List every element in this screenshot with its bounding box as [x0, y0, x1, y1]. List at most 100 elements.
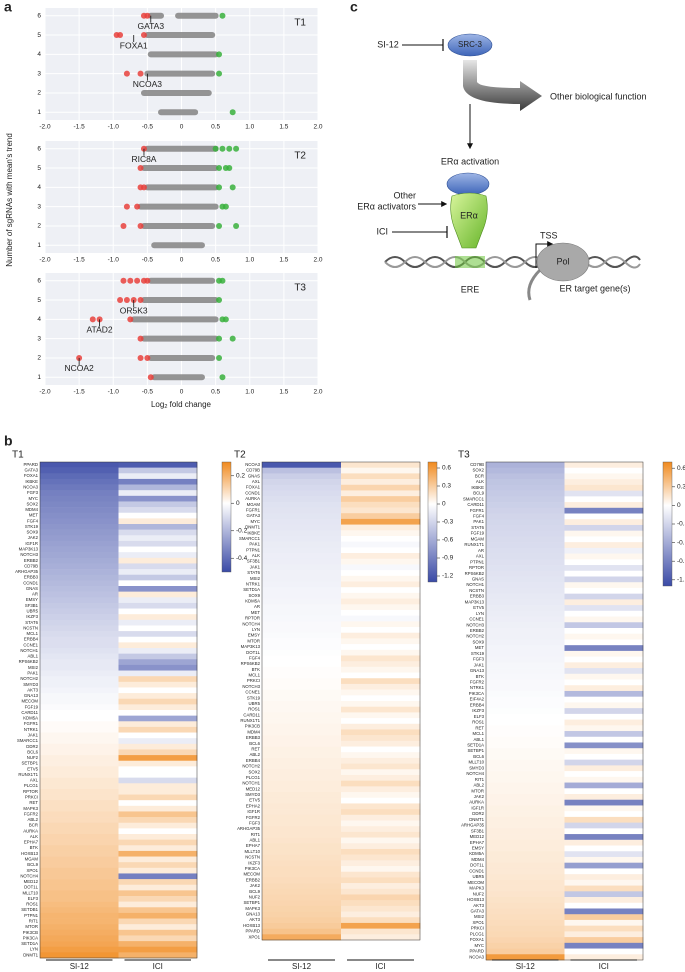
heatmap-cell: [564, 736, 644, 743]
heatmap-cell: [262, 866, 342, 873]
y-tick-label: 2: [37, 223, 41, 230]
heatmap-cell: [118, 850, 198, 857]
gene-label: RUNX1T1: [18, 772, 38, 777]
heatmap-cell: [486, 473, 565, 480]
heatmap-cell: [40, 642, 119, 649]
heatmap-cell: [118, 529, 198, 536]
colorbar-tick-label: -0.2: [236, 527, 248, 534]
gene-label: EPHA7: [246, 843, 261, 848]
heatmap-cell: [40, 941, 119, 948]
heatmap-cell: [486, 633, 565, 640]
colorbar-tick-label: -0.6: [677, 539, 685, 546]
heatmap-cell: [564, 536, 644, 543]
y-tick-label: 6: [37, 145, 41, 152]
heatmap-cell: [118, 608, 198, 615]
heatmap-cell: [564, 593, 644, 600]
heatmap-cell: [564, 610, 644, 617]
enriched-point: [216, 354, 223, 361]
gene-label: MCL1: [249, 673, 261, 678]
heatmap-cell: [564, 862, 644, 869]
enriched-point: [222, 203, 229, 210]
heatmap-cell: [262, 752, 342, 759]
heatmap-cell: [341, 547, 421, 554]
gene-label: UBR5: [473, 874, 485, 879]
heatmap-cell: [341, 701, 421, 707]
heatmap-cell: [486, 794, 565, 801]
panel-label: c: [350, 0, 358, 15]
tss-label: TSS: [540, 230, 558, 240]
heatmap-cell: [486, 690, 565, 697]
heatmap-cell: [564, 839, 644, 846]
x-tick-label: 1.5: [279, 124, 288, 131]
gene-label: ERBB2: [470, 628, 485, 633]
heatmap-cell: [262, 558, 342, 565]
ere-site: [455, 256, 485, 268]
gene-label: PLCG1: [24, 783, 39, 788]
heatmap-cell: [40, 507, 119, 514]
annotation: RIC8A: [131, 154, 156, 164]
colorbar-tick-label: 0.6: [442, 465, 451, 472]
x-tick-label: -0.5: [142, 389, 154, 396]
heatmap-cell: [40, 478, 119, 485]
heatmap-cell: [564, 794, 644, 801]
heatmap-cell: [486, 702, 565, 709]
heatmap-frame: [485, 461, 644, 961]
enriched-point: [229, 109, 236, 116]
heatmap-cell: [118, 749, 198, 756]
column-label: ICI: [375, 962, 385, 971]
heatmap-cell: [40, 817, 119, 824]
gene-label: NCSTN: [469, 588, 484, 593]
gene-label: IKBKE: [247, 530, 260, 535]
heatmap-cell: [564, 708, 644, 715]
gene-label: MLLT10: [469, 760, 485, 765]
heatmap-cell: [262, 615, 342, 622]
gene-label: NOTCH3: [466, 622, 484, 627]
gene-label: JAK2: [474, 794, 485, 799]
x-tick-label: -1.0: [108, 389, 120, 396]
gene-label: AR: [32, 592, 38, 597]
heatmap-cell: [40, 862, 119, 869]
heatmap-cell: [118, 642, 198, 649]
heatmap-cell: [486, 519, 565, 526]
heatmap-cell: [262, 496, 342, 503]
gene-label: XPO1: [249, 934, 261, 939]
gene-label: FOXA1: [246, 485, 261, 490]
gene-label: JAK1: [28, 733, 39, 738]
gene-label: PRKCI: [25, 795, 38, 800]
heatmap-cell: [262, 911, 342, 918]
depleted-point: [144, 12, 151, 19]
annotation: NCOA2: [64, 363, 94, 373]
heatmap-cell: [341, 883, 421, 890]
heatmap-cell: [486, 708, 565, 715]
heatmap-cell: [262, 609, 342, 616]
heatmap-cell: [262, 501, 342, 508]
gene-label: FGFR1: [246, 508, 261, 513]
heatmap-cell: [118, 659, 198, 666]
heatmap-cell: [118, 772, 198, 778]
gene-label: ERBB4: [24, 637, 39, 642]
x-tick-label: 2.0: [313, 124, 322, 131]
heatmap-cell: [486, 553, 565, 560]
heatmap-cell: [341, 786, 421, 793]
heatmap-cell: [564, 914, 644, 921]
heatmap-cell: [341, 558, 421, 565]
heatmap-cell: [486, 725, 565, 732]
gene-label: SF3B1: [247, 559, 261, 564]
heatmap-cell: [564, 702, 644, 709]
x-axis-label-part: Log: [151, 400, 164, 409]
heatmap-cell: [341, 535, 421, 542]
heatmap-cell: [118, 512, 198, 519]
heatmap-frame: [261, 461, 421, 941]
gene-label: BCL9: [473, 491, 484, 496]
gene-label: DNMT1: [245, 525, 260, 530]
heatmap-cell: [486, 885, 565, 892]
x-tick-label: 1.0: [245, 257, 254, 264]
colorbar-tick-label: 0.3: [442, 483, 451, 490]
gene-label: RPTOR: [469, 565, 484, 570]
heatmap-cell: [564, 725, 644, 732]
heatmap-cell: [564, 559, 644, 566]
heatmap-cell: [564, 816, 644, 823]
heatmap-cell: [40, 749, 119, 756]
depleted-point: [137, 165, 144, 172]
column-label: ICI: [599, 962, 609, 971]
